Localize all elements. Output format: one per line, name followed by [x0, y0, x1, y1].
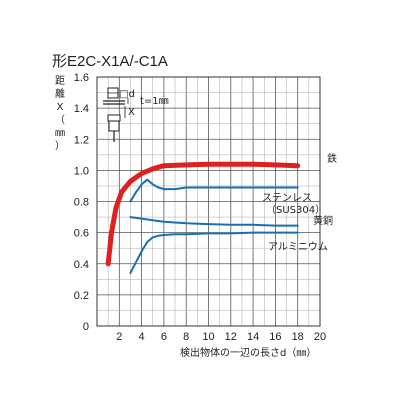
- y-tick-label: 1.6: [74, 72, 89, 84]
- x-tick-label: 6: [161, 331, 167, 343]
- sensor-head: [107, 114, 121, 122]
- x-tick-label: 12: [225, 331, 237, 343]
- plot-frame: [96, 76, 321, 327]
- series-line-1: [105, 161, 301, 267]
- x-tick-label: 8: [183, 331, 189, 343]
- inset-d-label: □d: [119, 89, 135, 100]
- x-tick-label: 20: [314, 331, 326, 343]
- x-tick-label: 2: [116, 331, 122, 343]
- x-tick-label: 14: [247, 331, 259, 343]
- x-tick-label: 18: [292, 331, 304, 343]
- y-tick-label: 1.4: [74, 103, 89, 115]
- y-tick-label: 1.2: [74, 134, 89, 146]
- x-tick-label: 10: [202, 331, 214, 343]
- series-label-1: 鉄: [327, 152, 337, 165]
- sensor-body: [108, 120, 120, 132]
- y-tick-label: 0.8: [74, 197, 89, 209]
- x-tick-label: 16: [269, 331, 281, 343]
- series: [105, 161, 301, 275]
- inset-thickness-label: t=1㎜: [140, 96, 169, 107]
- y-tick-label: 0.2: [74, 290, 89, 302]
- series-line-4: [129, 231, 299, 275]
- y-tick-label: 0.4: [74, 259, 89, 271]
- y-tick-label: 1.0: [74, 165, 89, 177]
- y-tick-label: 0.6: [74, 228, 89, 240]
- inset-x-label: X: [128, 107, 135, 118]
- y-axis-label-char: （: [55, 114, 65, 126]
- series-label-4: アルミニウム: [268, 241, 328, 253]
- y-axis-label: 距離X（ ㎜）: [55, 75, 65, 152]
- grid: 0 0.2 0.4 0.6 0.8 1.0 1.2 1.4 1.6 2 4 6 8 10 12 14 16 18 2…: [74, 72, 326, 343]
- chart-title: 形E2C-X1A/-C1A: [52, 53, 168, 70]
- y-axis-label-char: 距: [55, 75, 65, 87]
- y-axis-label-char: 離: [55, 87, 65, 100]
- y-tick-label: 0: [83, 321, 89, 333]
- y-axis-label-char: X: [57, 102, 64, 113]
- sensor-diagram: □d t=1㎜ X: [103, 87, 169, 142]
- series-label-3: 黄銅: [313, 214, 333, 227]
- series-label-2: ステンレス（SUS304）: [262, 193, 325, 216]
- y-axis-label-char: ㎜: [55, 128, 65, 139]
- y-axis-label-char: ）: [55, 140, 65, 152]
- x-axis-label: 検出物体の一辺の長さd（㎜）: [180, 346, 316, 359]
- series-line-3: [129, 216, 299, 227]
- x-tick-label: 4: [139, 331, 145, 343]
- series-line-2: [129, 178, 299, 203]
